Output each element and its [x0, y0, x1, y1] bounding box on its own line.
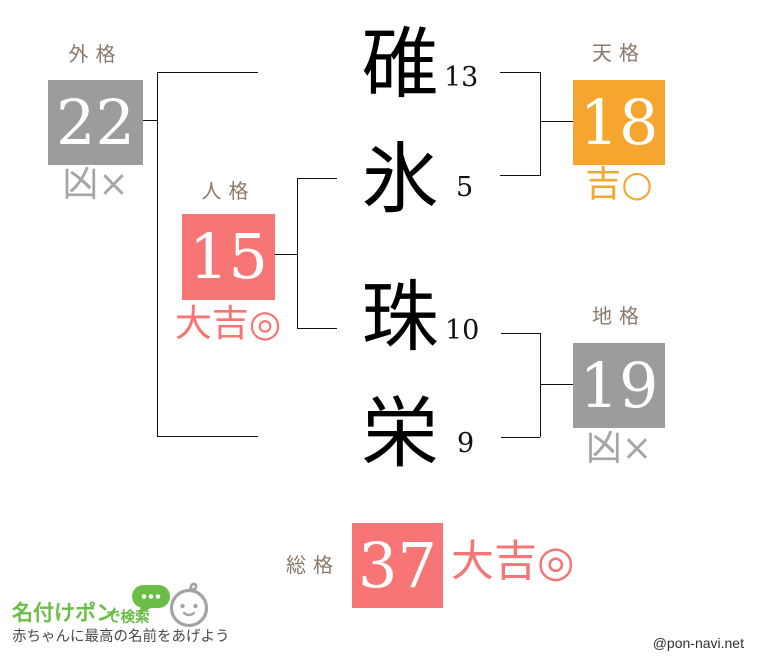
chikaku-luck: 凶×: [585, 428, 653, 469]
bracket-line: [500, 72, 540, 73]
jinkaku-value-box: 15: [182, 214, 275, 300]
stroke-count-3: 10: [445, 315, 480, 346]
baby-face-icon: [169, 582, 209, 628]
bracket-line: [143, 120, 157, 121]
tenkaku-luck: 吉○: [585, 164, 653, 205]
bracket-line: [297, 178, 298, 329]
bracket-line: [501, 333, 540, 334]
name-char-1: 碓: [361, 21, 439, 110]
stroke-count-4: 9: [457, 428, 475, 459]
bracket-line: [501, 437, 540, 438]
chikaku-label: 地格: [592, 306, 646, 328]
stroke-count-1: 13: [444, 62, 479, 93]
bracket-line: [297, 178, 337, 179]
bracket-line: [275, 254, 297, 255]
jinkaku-luck: 大吉◎: [174, 302, 282, 345]
bracket-line: [540, 72, 541, 176]
chikaku-value-box: 19: [573, 343, 665, 428]
speech-bubble-icon: [132, 585, 170, 615]
bracket-line: [500, 175, 540, 176]
soukaku-label: 総格: [286, 555, 340, 577]
soukaku-value-box: 37: [352, 523, 443, 608]
stroke-count-2: 5: [456, 172, 474, 203]
bracket-line: [297, 328, 337, 329]
gaikaku-label: 外格: [68, 44, 123, 66]
gaikaku-value-box: 22: [48, 80, 143, 165]
tenkaku-label: 天格: [592, 43, 646, 65]
soukaku-luck: 大吉◎: [451, 537, 575, 587]
bracket-line: [541, 121, 573, 122]
name-char-2: 氷: [361, 136, 439, 225]
gaikaku-luck: 凶×: [62, 164, 129, 205]
jinkaku-label: 人格: [201, 181, 256, 203]
tenkaku-value-box: 18: [573, 80, 665, 165]
site-credit: @pon-navi.net: [652, 635, 744, 651]
bracket-line: [157, 72, 158, 436]
tagline: 赤ちゃんに最高の名前をあげよう: [12, 629, 230, 645]
bracket-line: [540, 333, 541, 437]
bracket-line: [157, 72, 258, 73]
bracket-line: [157, 436, 258, 437]
logo-text: 名付けポン: [12, 602, 117, 625]
logo-search-suffix: で検索: [106, 610, 150, 626]
name-char-3: 珠: [361, 274, 439, 363]
name-char-4: 栄: [361, 390, 439, 479]
bracket-line: [541, 384, 573, 385]
